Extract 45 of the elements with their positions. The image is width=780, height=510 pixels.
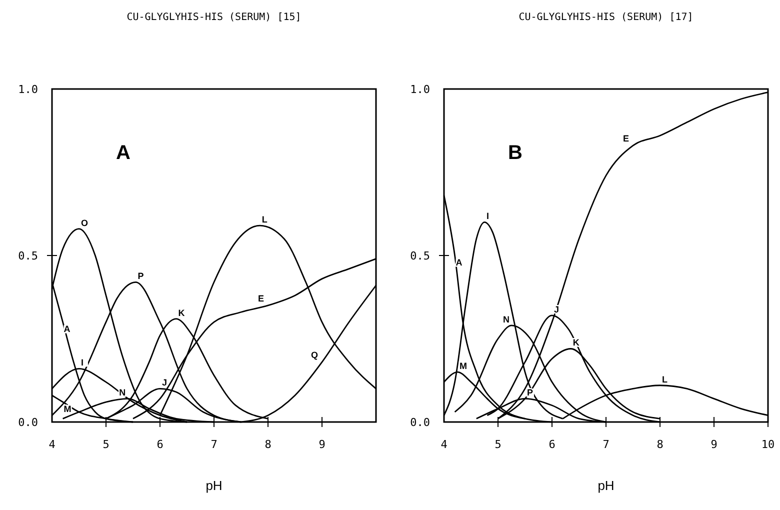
series-label: I: [81, 358, 84, 368]
series-label: N: [503, 314, 510, 324]
series-label: L: [662, 374, 668, 384]
series-label: M: [460, 361, 467, 372]
x-tick-label: 8: [264, 438, 272, 451]
series-label: J: [162, 378, 168, 388]
x-tick-label: 10: [761, 438, 775, 451]
x-tick-label: 7: [210, 438, 218, 451]
series-label: Q: [310, 350, 318, 360]
y-tick-label: 0.5: [410, 250, 430, 262]
x-tick-label: 7: [602, 438, 610, 451]
x-tick-label: 9: [710, 438, 718, 451]
series-label: A: [64, 324, 71, 334]
series-label: N: [119, 388, 126, 398]
series-label: A: [456, 258, 463, 268]
x-axis-title: pH: [206, 478, 222, 493]
annotation: A: [116, 142, 130, 164]
series-label: O: [81, 218, 88, 228]
x-tick-label: 4: [48, 438, 56, 451]
x-axis-title: pH: [598, 478, 614, 493]
series-label: M: [64, 404, 72, 414]
y-tick-label: 0.0: [410, 416, 430, 429]
series-label: J: [554, 304, 560, 314]
series-label: I: [486, 211, 490, 222]
series-label: E: [622, 134, 629, 144]
series-label: E: [258, 293, 264, 304]
x-tick-label: 9: [318, 438, 326, 451]
y-tick-label: 0.0: [18, 416, 38, 429]
x-tick-label: 6: [156, 438, 164, 451]
x-tick-label: 5: [494, 438, 502, 451]
y-tick-label: 0.5: [18, 250, 38, 262]
series-label: K: [572, 338, 580, 348]
x-tick-label: 5: [102, 438, 110, 451]
chart-title: CU-GLYGLYHIS-HIS (SERUM) [15]: [126, 12, 302, 23]
x-tick-label: 8: [656, 438, 664, 451]
series-label: P: [138, 271, 144, 282]
series-label: P: [527, 388, 534, 398]
y-tick-label: 1.0: [410, 83, 430, 96]
series-label: K: [178, 308, 186, 318]
series-label: L: [262, 214, 268, 225]
chart-title: CU-GLYGLYHIS-HIS (SERUM) [17]: [518, 12, 694, 23]
x-tick-label: 4: [440, 438, 448, 451]
y-tick-label: 1.0: [18, 83, 38, 96]
annotation: B: [508, 142, 522, 164]
x-tick-label: 6: [548, 438, 556, 451]
